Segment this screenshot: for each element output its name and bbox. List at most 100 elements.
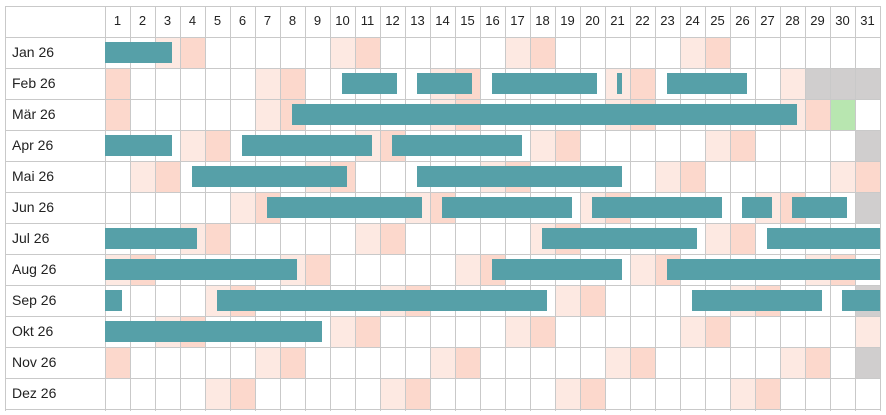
day-cell[interactable] — [155, 99, 180, 130]
day-cell[interactable] — [730, 378, 755, 409]
day-cell[interactable] — [130, 347, 155, 378]
booking-bar[interactable] — [742, 197, 772, 218]
booking-bar[interactable] — [417, 73, 472, 94]
day-cell[interactable] — [530, 316, 555, 347]
booking-bar[interactable] — [767, 228, 880, 249]
day-cell[interactable] — [780, 68, 805, 99]
day-cell[interactable] — [855, 99, 880, 130]
day-cell[interactable] — [305, 68, 330, 99]
booking-bar[interactable] — [105, 135, 172, 156]
day-cell[interactable] — [430, 254, 455, 285]
day-cell[interactable] — [205, 99, 230, 130]
day-cell[interactable] — [330, 254, 355, 285]
booking-bar[interactable] — [842, 290, 880, 311]
day-cell[interactable] — [805, 99, 830, 130]
day-cell[interactable] — [555, 347, 580, 378]
day-cell[interactable] — [505, 223, 530, 254]
day-cell[interactable] — [480, 378, 505, 409]
day-cell[interactable] — [630, 130, 655, 161]
day-cell[interactable] — [430, 223, 455, 254]
booking-bar[interactable] — [217, 290, 547, 311]
booking-bar[interactable] — [667, 73, 747, 94]
day-cell[interactable] — [580, 37, 605, 68]
day-cell[interactable] — [730, 37, 755, 68]
day-cell[interactable] — [330, 378, 355, 409]
day-cell[interactable] — [155, 285, 180, 316]
day-cell[interactable] — [430, 378, 455, 409]
booking-bar[interactable] — [592, 197, 722, 218]
booking-bar[interactable] — [417, 166, 622, 187]
day-cell[interactable] — [430, 37, 455, 68]
booking-bar[interactable] — [267, 197, 422, 218]
day-cell[interactable] — [130, 68, 155, 99]
day-cell[interactable] — [805, 161, 830, 192]
day-cell[interactable] — [455, 378, 480, 409]
day-cell[interactable] — [630, 254, 655, 285]
day-cell[interactable] — [280, 223, 305, 254]
day-cell[interactable] — [605, 347, 630, 378]
day-cell[interactable] — [855, 316, 880, 347]
booking-bar[interactable] — [292, 104, 797, 125]
day-cell[interactable] — [330, 347, 355, 378]
day-cell[interactable] — [605, 316, 630, 347]
day-cell[interactable] — [730, 130, 755, 161]
day-cell[interactable] — [755, 130, 780, 161]
day-cell[interactable] — [805, 347, 830, 378]
booking-bar[interactable] — [342, 73, 397, 94]
day-cell[interactable] — [155, 347, 180, 378]
day-cell[interactable] — [780, 347, 805, 378]
day-cell[interactable] — [230, 99, 255, 130]
day-cell[interactable] — [730, 316, 755, 347]
day-cell[interactable] — [655, 347, 680, 378]
day-cell[interactable] — [755, 316, 780, 347]
day-cell[interactable] — [105, 99, 130, 130]
day-cell[interactable] — [155, 161, 180, 192]
day-cell[interactable] — [555, 316, 580, 347]
booking-bar[interactable] — [542, 228, 697, 249]
day-cell[interactable] — [830, 37, 855, 68]
booking-bar[interactable] — [492, 259, 622, 280]
day-cell[interactable] — [130, 192, 155, 223]
day-cell[interactable] — [655, 130, 680, 161]
day-cell[interactable] — [680, 161, 705, 192]
day-cell[interactable] — [755, 37, 780, 68]
day-cell[interactable] — [830, 130, 855, 161]
day-cell[interactable] — [455, 254, 480, 285]
day-cell[interactable] — [430, 347, 455, 378]
day-cell[interactable] — [705, 223, 730, 254]
day-cell[interactable] — [180, 37, 205, 68]
day-cell[interactable] — [480, 223, 505, 254]
day-cell[interactable] — [755, 378, 780, 409]
day-cell[interactable] — [605, 130, 630, 161]
day-cell[interactable] — [705, 316, 730, 347]
day-cell[interactable] — [730, 161, 755, 192]
day-cell[interactable] — [105, 192, 130, 223]
day-cell[interactable] — [655, 316, 680, 347]
day-cell[interactable] — [330, 316, 355, 347]
day-cell[interactable] — [230, 223, 255, 254]
day-cell[interactable] — [180, 378, 205, 409]
day-cell[interactable] — [180, 99, 205, 130]
day-cell[interactable] — [630, 285, 655, 316]
day-cell[interactable] — [755, 347, 780, 378]
day-cell[interactable] — [230, 37, 255, 68]
day-cell[interactable] — [280, 347, 305, 378]
day-cell[interactable] — [405, 316, 430, 347]
day-cell[interactable] — [130, 378, 155, 409]
booking-bar[interactable] — [692, 290, 822, 311]
day-cell[interactable] — [330, 37, 355, 68]
day-cell[interactable] — [230, 347, 255, 378]
day-cell[interactable] — [230, 192, 255, 223]
day-cell[interactable] — [305, 378, 330, 409]
day-cell[interactable] — [480, 37, 505, 68]
day-cell[interactable] — [580, 285, 605, 316]
day-cell[interactable] — [130, 285, 155, 316]
day-cell[interactable] — [355, 254, 380, 285]
day-cell[interactable] — [255, 223, 280, 254]
day-cell[interactable] — [630, 347, 655, 378]
day-cell[interactable] — [355, 223, 380, 254]
day-cell[interactable] — [530, 37, 555, 68]
day-cell[interactable] — [205, 347, 230, 378]
day-cell[interactable] — [380, 223, 405, 254]
day-cell[interactable] — [855, 378, 880, 409]
